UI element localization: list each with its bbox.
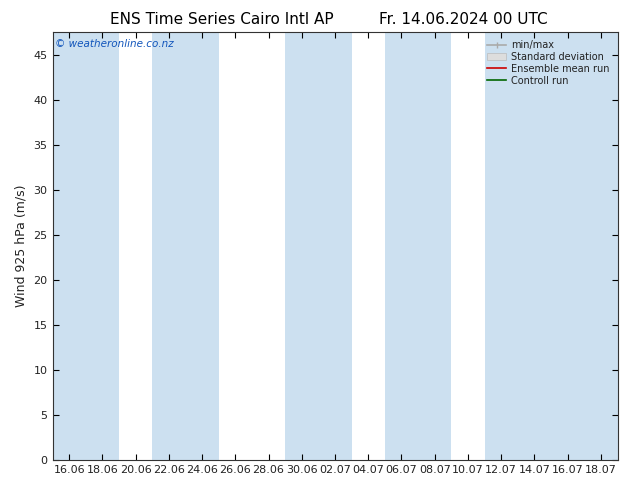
Bar [152,32,219,460]
Bar [551,32,618,460]
Bar [53,32,119,460]
Bar [484,32,551,460]
Y-axis label: Wind 925 hPa (m/s): Wind 925 hPa (m/s) [15,185,28,307]
Bar [385,32,451,460]
Legend: min/max, Standard deviation, Ensemble mean run, Controll run: min/max, Standard deviation, Ensemble me… [484,37,612,89]
Text: © weatheronline.co.nz: © weatheronline.co.nz [55,39,174,49]
Text: Fr. 14.06.2024 00 UTC: Fr. 14.06.2024 00 UTC [378,12,547,27]
Text: ENS Time Series Cairo Intl AP: ENS Time Series Cairo Intl AP [110,12,333,27]
Bar [285,32,352,460]
